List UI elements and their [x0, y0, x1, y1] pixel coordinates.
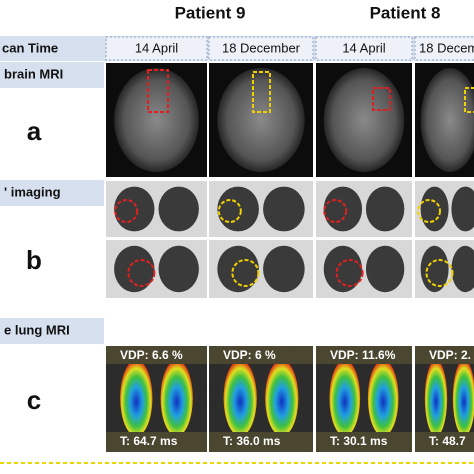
row-label: ' imaging	[4, 184, 61, 199]
row-label-bg	[0, 318, 104, 344]
row-label-bg	[0, 180, 104, 206]
label-band	[209, 432, 313, 452]
lung-ct	[451, 245, 474, 293]
lung-ct	[365, 245, 405, 293]
lung-ct	[114, 186, 155, 232]
brain	[217, 68, 305, 172]
label-band	[415, 432, 474, 452]
date-cell	[414, 36, 474, 61]
roi-circle	[127, 259, 156, 287]
scan-date: 18 Decem	[419, 40, 474, 55]
date-cell	[208, 36, 314, 61]
patient-label: Patient 9	[175, 3, 246, 22]
lung-ct	[323, 186, 363, 232]
t-label: T: 64.7 ms	[120, 434, 178, 448]
scan-date: 18 December	[222, 40, 301, 55]
row-letter: a	[27, 116, 42, 146]
ventilation-map	[160, 360, 193, 436]
lung-ct	[263, 245, 305, 293]
row-letter: c	[27, 385, 41, 415]
label-band	[106, 432, 207, 452]
lung-ct	[158, 245, 199, 293]
brain	[323, 68, 405, 172]
ventilation-map	[424, 360, 448, 436]
roi-box	[464, 87, 474, 113]
lung-ct	[365, 186, 405, 232]
lung-ct	[263, 186, 305, 232]
date-cell	[105, 36, 208, 61]
brain	[114, 68, 199, 172]
roi-circle	[425, 259, 454, 287]
row-letter: b	[26, 245, 42, 275]
roi-circle	[231, 259, 260, 287]
label-band	[316, 346, 412, 364]
scan-date: 14 April	[342, 40, 385, 55]
patient-label: Patient 8	[370, 3, 441, 22]
roi-circle	[417, 199, 441, 223]
ventilation-map	[329, 360, 361, 436]
vdp-label: VDP: 11.6%	[330, 348, 396, 362]
lung-ct	[420, 186, 449, 232]
row-label-bg	[0, 62, 104, 88]
lung-ct	[420, 245, 449, 293]
lung-ct	[217, 186, 259, 232]
label-band	[415, 346, 474, 364]
brain	[420, 68, 474, 172]
scan-time-label: can Time	[2, 40, 58, 55]
t-label: T: 30.1 ms	[330, 434, 388, 448]
roi-box	[372, 87, 391, 111]
lung-ct	[323, 245, 363, 293]
ventilation-map	[452, 360, 474, 436]
roi-circle	[323, 199, 348, 223]
t-label: T: 48.7	[429, 434, 466, 448]
roi-circle	[217, 199, 242, 223]
ventilation-map	[367, 360, 399, 436]
ventilation-map	[265, 360, 299, 436]
lung-ct	[158, 186, 199, 232]
roi-box	[147, 69, 169, 113]
ventilation-map	[223, 360, 257, 436]
ventilation-map	[120, 360, 153, 436]
label-band	[209, 346, 313, 364]
row-label: e lung MRI	[4, 322, 70, 337]
lung-ct	[451, 186, 474, 232]
lung-ct	[217, 245, 259, 293]
label-band	[106, 346, 207, 364]
t-label: T: 36.0 ms	[223, 434, 281, 448]
roi-box	[252, 71, 271, 113]
roi-circle	[335, 259, 364, 287]
vdp-label: VDP: 6 %	[223, 348, 276, 362]
row-label: brain MRI	[4, 66, 63, 81]
date-cell	[315, 36, 413, 61]
vdp-label: VDP: 2.	[429, 348, 471, 362]
scan-date: 14 April	[135, 40, 178, 55]
lung-ct	[114, 245, 155, 293]
vdp-label: VDP: 6.6 %	[120, 348, 183, 362]
label-band	[316, 432, 412, 452]
roi-circle	[114, 199, 139, 223]
